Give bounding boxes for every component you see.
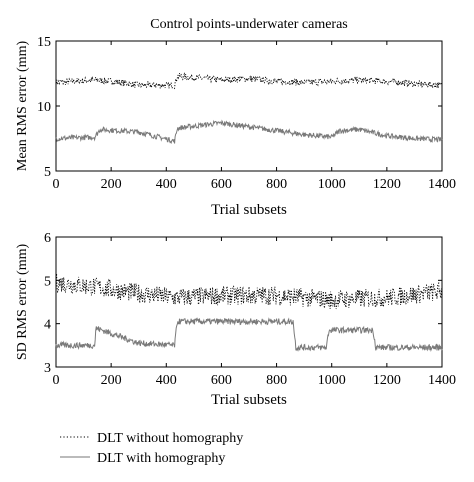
x-tick-label: 200 (101, 373, 122, 388)
y-tick-label: 15 (37, 35, 51, 50)
x-axis-label: Trial subsets (211, 392, 287, 408)
plot-frame (55, 236, 443, 368)
x-tick-label: 1000 (318, 177, 346, 192)
legend-label: DLT with homography (97, 451, 225, 466)
x-tick-label: 1000 (318, 373, 346, 388)
legend-label: DLT without homography (97, 431, 243, 446)
x-tick-label: 0 (53, 177, 60, 192)
mean-rms-plot: 0 200 400 600 800 1000 1200 1400 5 10 15 Trial sub… (15, 35, 456, 218)
sd-rms-plot: 0 200 400 600 800 1000 1200 1400 3 4 5 6 Trial subs… (15, 231, 456, 408)
y-tick-label: 5 (44, 165, 51, 180)
y-tick-label: 5 (44, 274, 51, 289)
y-tick-label: 4 (44, 318, 51, 333)
y-tick-label: 6 (44, 231, 51, 246)
y-tick-label: 3 (44, 361, 51, 376)
x-tick-label: 1200 (373, 177, 401, 192)
y-axis-label: SD RMS error (mm) (15, 244, 30, 361)
x-tick-label: 0 (53, 373, 60, 388)
x-axis-label: Trial subsets (211, 202, 287, 218)
x-tick-label: 800 (266, 373, 287, 388)
series-line-without-homography (55, 72, 443, 90)
tick-layer: 0 200 400 600 800 1000 1200 1400 3 4 5 6 (44, 231, 456, 388)
y-tick-label: 10 (37, 100, 51, 115)
series-layer (55, 72, 443, 145)
x-tick-label: 400 (156, 373, 177, 388)
x-tick-label: 400 (156, 177, 177, 192)
y-axis-label: Mean RMS error (mm) (15, 41, 30, 172)
x-tick-label: 1400 (428, 373, 456, 388)
tick-layer: 0 200 400 600 800 1000 1200 1400 5 10 15 (37, 35, 456, 192)
x-tick-label: 1200 (373, 373, 401, 388)
plot-frame (55, 40, 443, 172)
x-tick-label: 800 (266, 177, 287, 192)
series-line-without-homography (55, 273, 443, 310)
x-tick-label: 600 (211, 177, 232, 192)
series-line-with-homography (55, 317, 443, 353)
series-line-with-homography (55, 119, 443, 145)
x-tick-label: 600 (211, 373, 232, 388)
x-tick-label: 200 (101, 177, 122, 192)
x-tick-label: 1400 (428, 177, 456, 192)
legend: DLT without homography DLT with homograp… (60, 431, 243, 466)
chart-title: Control points-underwater cameras (150, 17, 348, 32)
series-layer (55, 273, 443, 353)
